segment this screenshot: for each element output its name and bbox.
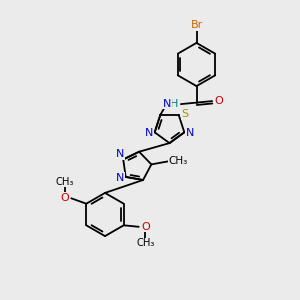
Text: S: S (182, 109, 189, 119)
Text: N: N (145, 128, 153, 138)
Text: O: O (141, 222, 150, 232)
Text: N: N (116, 149, 124, 159)
Text: O: O (214, 96, 223, 106)
Text: N: N (186, 128, 194, 138)
Text: CH₃: CH₃ (168, 156, 188, 166)
Text: H: H (170, 99, 178, 109)
Text: N: N (116, 172, 124, 182)
Text: CH₃: CH₃ (56, 177, 74, 187)
Text: O: O (60, 193, 69, 203)
Text: N: N (163, 99, 171, 109)
Text: Br: Br (190, 20, 202, 31)
Text: CH₃: CH₃ (136, 238, 155, 248)
